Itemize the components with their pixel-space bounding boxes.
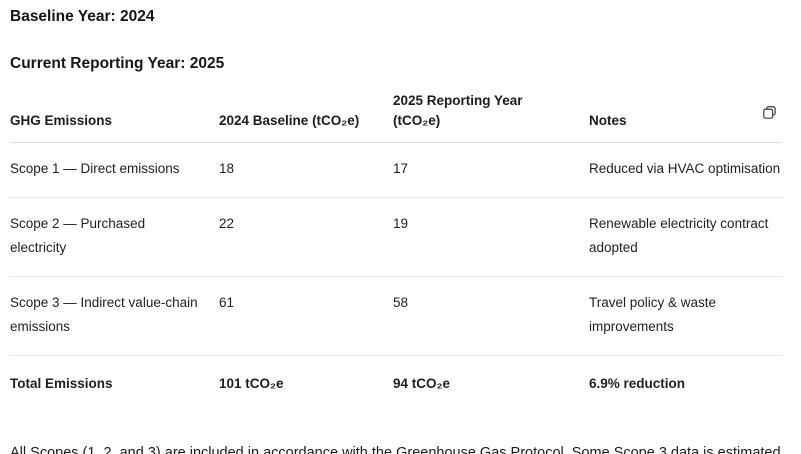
copy-icon: [761, 104, 778, 121]
table-row-total: Total Emissions 101 tCO₂e 94 tCO₂e 6.9% …: [10, 356, 782, 419]
baseline-year-heading: Baseline Year: 2024: [10, 8, 155, 25]
ghg-protocol-footnote: All Scopes (1, 2, and 3) are included in…: [10, 445, 781, 454]
header-notes: Notes: [589, 75, 782, 144]
scope2-notes: Renewable electricity contract adopted: [589, 197, 782, 278]
scope1-baseline-value: 18: [219, 142, 393, 199]
header-2025-reporting: 2025 Reporting Year (tCO₂e): [393, 75, 589, 144]
scope1-notes: Reduced via HVAC optimisation: [589, 142, 782, 199]
table-row-scope2: Scope 2 — Purchased electricity 22 19 Re…: [10, 197, 782, 278]
total-reporting-value: 94 tCO₂e: [393, 376, 451, 392]
total-baseline-value: 101 tCO₂e: [219, 376, 284, 392]
table-header-row: GHG Emissions 2024 Baseline (tCO₂e) 2025…: [10, 75, 782, 144]
scope1-label: Scope 1 — Direct emissions: [10, 142, 219, 199]
emissions-table: GHG Emissions 2024 Baseline (tCO₂e) 2025…: [10, 75, 782, 418]
scope3-notes: Travel policy & waste improvements: [589, 276, 782, 357]
emissions-table-container: GHG Emissions 2024 Baseline (tCO₂e) 2025…: [10, 75, 782, 418]
total-label: Total Emissions: [10, 376, 113, 392]
scope2-baseline-value: 22: [219, 197, 393, 278]
copy-table-button[interactable]: [758, 101, 780, 123]
scope3-reporting-value: 58: [393, 276, 589, 357]
scope3-label: Scope 3 — Indirect value-chain emissions: [10, 276, 219, 357]
header-ghg-emissions: GHG Emissions: [10, 75, 219, 144]
table-row-scope3: Scope 3 — Indirect value-chain emissions…: [10, 276, 782, 357]
header-2024-baseline: 2024 Baseline (tCO₂e): [219, 75, 393, 144]
scope2-reporting-value: 19: [393, 197, 589, 278]
table-row-scope1: Scope 1 — Direct emissions 18 17 Reduced…: [10, 142, 782, 199]
current-reporting-year-heading: Current Reporting Year: 2025: [10, 54, 225, 72]
total-notes: 6.9% reduction: [589, 376, 686, 392]
scope1-reporting-value: 17: [393, 142, 589, 199]
scope3-baseline-value: 61: [219, 276, 393, 357]
scope2-label: Scope 2 — Purchased electricity: [10, 197, 219, 278]
